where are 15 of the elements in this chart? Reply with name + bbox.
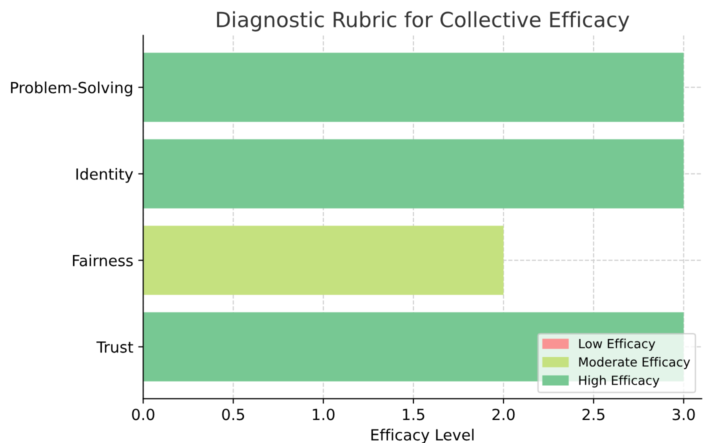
- y-tick-label: Fairness: [72, 254, 133, 266]
- chart-title: Diagnostic Rubric for Collective Efficacy: [217, 11, 630, 32]
- x-tick-label: 2.0: [492, 408, 515, 420]
- x-tick-label: 0.5: [222, 408, 244, 420]
- legend-label: Low Efficacy: [579, 338, 656, 351]
- y-tick-label: Problem-Solving: [11, 82, 132, 96]
- x-tick-label: 1.5: [402, 408, 424, 420]
- x-tick-label: 0.0: [132, 408, 154, 420]
- legend-label: Moderate Efficacy: [579, 357, 690, 370]
- x-tick-label: 2.5: [582, 408, 604, 420]
- x-tick-label: 3.0: [672, 408, 695, 420]
- y-tick-label: Trust: [96, 341, 134, 353]
- x-tick-label: 1.0: [312, 408, 334, 420]
- legend-label: High Efficacy: [579, 375, 660, 388]
- y-tick-label: Identity: [76, 168, 134, 183]
